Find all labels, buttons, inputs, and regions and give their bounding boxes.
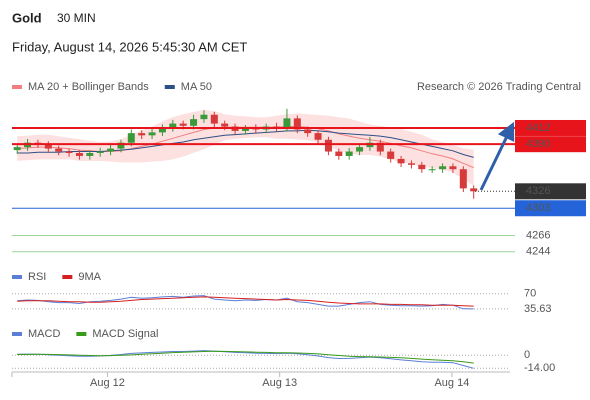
candle-body <box>345 151 353 156</box>
candle-body <box>210 114 218 124</box>
candle-body <box>283 118 291 128</box>
legend-swatch <box>12 85 22 89</box>
candle-body <box>293 118 301 130</box>
interval: 30 MIN <box>57 11 96 25</box>
level-label: 4266 <box>526 229 550 241</box>
candle-body <box>428 169 436 171</box>
candle-body <box>44 144 52 149</box>
candle-body <box>314 133 322 140</box>
bollinger-upper <box>17 109 474 151</box>
y-tick-label: -14.00 <box>524 362 555 374</box>
level-label: 4326 <box>526 185 550 197</box>
candle-body <box>13 147 21 151</box>
candle-body <box>96 151 104 154</box>
level-label-bg <box>515 136 586 153</box>
level-label-bg <box>515 119 586 136</box>
candle-body <box>356 147 364 152</box>
candle-body <box>148 132 156 136</box>
y-tick-label: 0 <box>524 349 530 361</box>
datetime: Friday, August 14, 2026 5:45:30 AM CET <box>12 39 247 54</box>
level-label-bg <box>515 200 586 217</box>
candle-body <box>407 163 415 165</box>
candle-body <box>397 158 405 164</box>
legend-swatch <box>12 275 22 279</box>
level-label: 4303 <box>526 202 550 214</box>
indicator-line <box>17 350 474 369</box>
indicator-line <box>17 296 474 307</box>
x-tick-label: Aug 12 <box>90 377 125 389</box>
candle-body <box>127 133 135 143</box>
candle-body <box>138 133 146 136</box>
candle-body <box>304 129 312 134</box>
bollinger-band <box>17 110 474 186</box>
level-label: 4244 <box>526 246 550 258</box>
candle-body <box>335 151 343 156</box>
candle-body <box>117 142 125 149</box>
candle-body <box>158 127 166 133</box>
candle-body <box>169 123 177 128</box>
candle-body <box>241 127 249 131</box>
indicator-line <box>17 295 474 310</box>
legend-label: RSI <box>28 271 46 283</box>
legend-label: MA 50 <box>181 81 212 93</box>
legend-swatch <box>62 275 73 279</box>
candle-body <box>65 151 73 154</box>
candle-body <box>459 169 467 189</box>
candle-body <box>221 123 229 127</box>
legend-swatch <box>76 332 87 336</box>
legend-label: MA 20 + Bollinger Bands <box>28 81 149 93</box>
candle-body <box>86 153 94 156</box>
legend-swatch <box>164 85 175 89</box>
x-tick-label: Aug 13 <box>262 377 297 389</box>
level-label-bg <box>515 183 586 200</box>
candle-body <box>107 148 115 152</box>
candle-body <box>55 148 63 152</box>
candle-body <box>470 188 478 192</box>
legend-swatch <box>12 332 22 336</box>
candle-body <box>75 153 83 156</box>
candle-body <box>418 164 426 170</box>
candle-body <box>179 123 187 126</box>
level-label: 4390 <box>526 138 550 150</box>
title: Gold <box>12 10 42 25</box>
forecast-arrow <box>479 121 515 191</box>
candle-body <box>190 119 198 126</box>
legend-label: MACD Signal <box>92 328 158 340</box>
level-label: 4412 <box>526 122 550 134</box>
candle-body <box>324 139 332 152</box>
candle-body <box>376 142 384 152</box>
candle-body <box>200 114 208 120</box>
y-tick-label: 70 <box>524 288 536 300</box>
candle-body <box>449 166 457 170</box>
candle-body <box>439 166 447 170</box>
legend-label: MACD <box>28 328 60 340</box>
legend-label: 9MA <box>78 271 101 283</box>
candle-body <box>387 151 395 159</box>
x-tick-label: Aug 14 <box>434 377 469 389</box>
indicator-line <box>17 350 474 364</box>
y-tick-label: 35.63 <box>524 303 552 315</box>
credit: Research © 2026 Trading Central <box>417 81 581 93</box>
